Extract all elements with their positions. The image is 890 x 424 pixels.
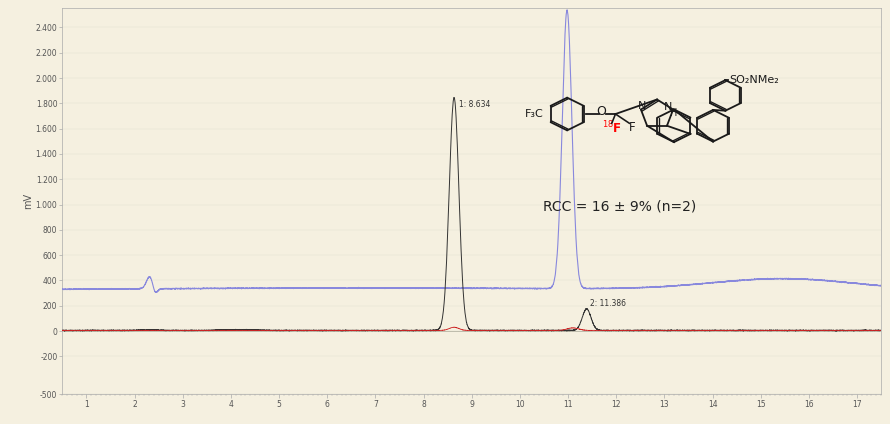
Text: RCC = 16 ± 9% (n=2): RCC = 16 ± 9% (n=2) xyxy=(543,199,696,213)
Text: 1: 8.634: 1: 8.634 xyxy=(459,100,490,109)
Y-axis label: mV: mV xyxy=(23,193,33,209)
Text: SO₂NMe₂: SO₂NMe₂ xyxy=(730,75,779,85)
Text: $^{18}$F: $^{18}$F xyxy=(603,120,622,136)
Text: N: N xyxy=(638,100,647,111)
Text: H: H xyxy=(670,108,677,118)
Text: N: N xyxy=(664,102,673,112)
Text: F₃C: F₃C xyxy=(525,109,544,119)
Text: O: O xyxy=(596,106,607,118)
Text: F: F xyxy=(629,121,635,134)
Text: 2: 11.386: 2: 11.386 xyxy=(590,298,627,308)
